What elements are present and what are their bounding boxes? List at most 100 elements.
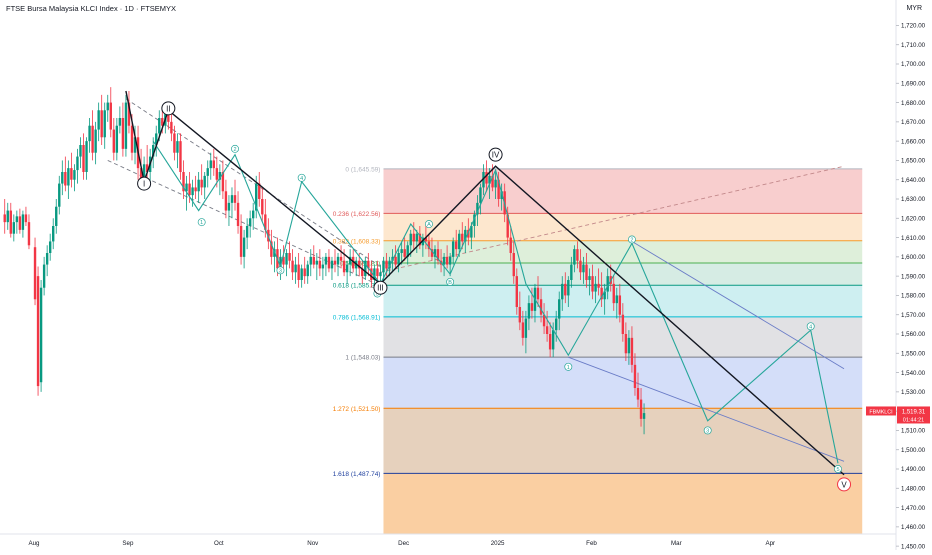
candle-body	[158, 118, 161, 134]
candle	[91, 110, 94, 161]
minor-wave-path	[152, 140, 839, 464]
candle-body	[152, 145, 155, 157]
candle	[633, 353, 637, 396]
candle-body	[67, 168, 70, 186]
minor-wave-label: B	[446, 277, 455, 286]
candle-body	[379, 272, 382, 277]
candle-body	[321, 264, 325, 269]
candle	[612, 276, 615, 311]
y-tick-label: 1,600.00	[901, 254, 926, 261]
candle	[300, 264, 303, 288]
candle	[106, 94, 109, 122]
candle-body	[542, 314, 546, 327]
candle-body	[624, 334, 628, 354]
candle-body	[76, 156, 79, 171]
candle-body	[627, 337, 631, 354]
candle	[18, 208, 22, 234]
candle-body	[473, 214, 476, 226]
candle-body	[551, 330, 555, 350]
candle	[636, 372, 640, 408]
candle	[618, 283, 622, 323]
candle	[321, 256, 325, 280]
y-tick-label: 1,470.00	[901, 505, 926, 512]
candle	[397, 249, 400, 273]
y-tick-label: 1,550.00	[901, 350, 926, 357]
minor-wave-text: 3	[279, 268, 282, 274]
minor-wave-text: B	[448, 280, 452, 286]
candle-body	[73, 170, 76, 180]
minor-wave-label: 5	[834, 465, 842, 473]
candle-body	[318, 260, 322, 269]
candle-body	[97, 110, 100, 130]
candle-body	[12, 222, 16, 234]
y-tick-label: 1,650.00	[901, 158, 926, 165]
candle-body	[52, 226, 55, 242]
candle-body	[442, 256, 446, 265]
candle-body	[155, 133, 158, 145]
candle-body	[239, 226, 243, 257]
candle	[39, 280, 43, 392]
candle-body	[509, 237, 512, 253]
candle	[206, 160, 209, 188]
candle	[155, 125, 158, 157]
candle	[582, 256, 585, 284]
candle-body	[261, 199, 264, 215]
y-tick-label: 1,710.00	[901, 42, 926, 49]
candle	[564, 272, 567, 304]
candle	[600, 272, 603, 307]
candle-body	[455, 241, 458, 250]
candle-body	[424, 237, 428, 242]
candle-body	[412, 233, 415, 242]
candle-body	[615, 295, 618, 304]
price-value: 1,519.31	[902, 409, 926, 415]
candle-body	[448, 256, 452, 265]
minor-wave-text: 3	[706, 428, 709, 434]
candle-body	[558, 299, 561, 319]
candle-body	[221, 172, 225, 192]
major-wave-label-IV: IV	[488, 147, 503, 162]
candle-body	[642, 413, 646, 419]
candle-body	[418, 233, 422, 246]
minor-wave-text: 4	[300, 176, 303, 182]
candle	[203, 172, 206, 199]
y-tick-label: 1,610.00	[901, 235, 926, 242]
candle-body	[61, 172, 64, 184]
candle-body	[103, 110, 106, 138]
candle-body	[242, 237, 246, 257]
candle-body	[606, 276, 609, 292]
candle	[297, 253, 300, 288]
major-wave-path	[125, 90, 845, 476]
minor-wave-circle	[564, 362, 573, 371]
wave-text: V	[841, 480, 847, 489]
candle-body	[36, 276, 40, 387]
candle	[221, 160, 225, 199]
channel-line-2	[380, 165, 845, 273]
candle	[218, 164, 222, 196]
channel-line-4	[568, 356, 845, 462]
minor-wave-circle	[806, 322, 815, 331]
candle	[133, 125, 137, 165]
minor-wave-circle	[276, 266, 285, 275]
candle-body	[212, 160, 215, 169]
candle-body	[170, 121, 173, 134]
symbol-text: FBMKLCI	[869, 409, 892, 415]
candle	[103, 102, 106, 149]
price-badge	[897, 406, 930, 424]
candle	[442, 253, 446, 277]
minor-wave-circle	[446, 277, 455, 286]
candle-body	[303, 268, 306, 277]
x-tick-label: Aug	[28, 540, 40, 547]
candle-body	[282, 256, 285, 265]
candle	[576, 241, 579, 269]
candle-body	[461, 233, 464, 242]
candle	[524, 310, 528, 354]
fib-label-0: 0 (1,645.59)	[345, 166, 380, 173]
candle	[197, 172, 200, 203]
candle-body	[561, 283, 564, 300]
candle-body	[161, 118, 164, 126]
candle	[188, 172, 191, 203]
y-tick-label: 1,560.00	[901, 331, 926, 338]
candle-body	[55, 206, 58, 226]
candle-body	[339, 256, 343, 261]
